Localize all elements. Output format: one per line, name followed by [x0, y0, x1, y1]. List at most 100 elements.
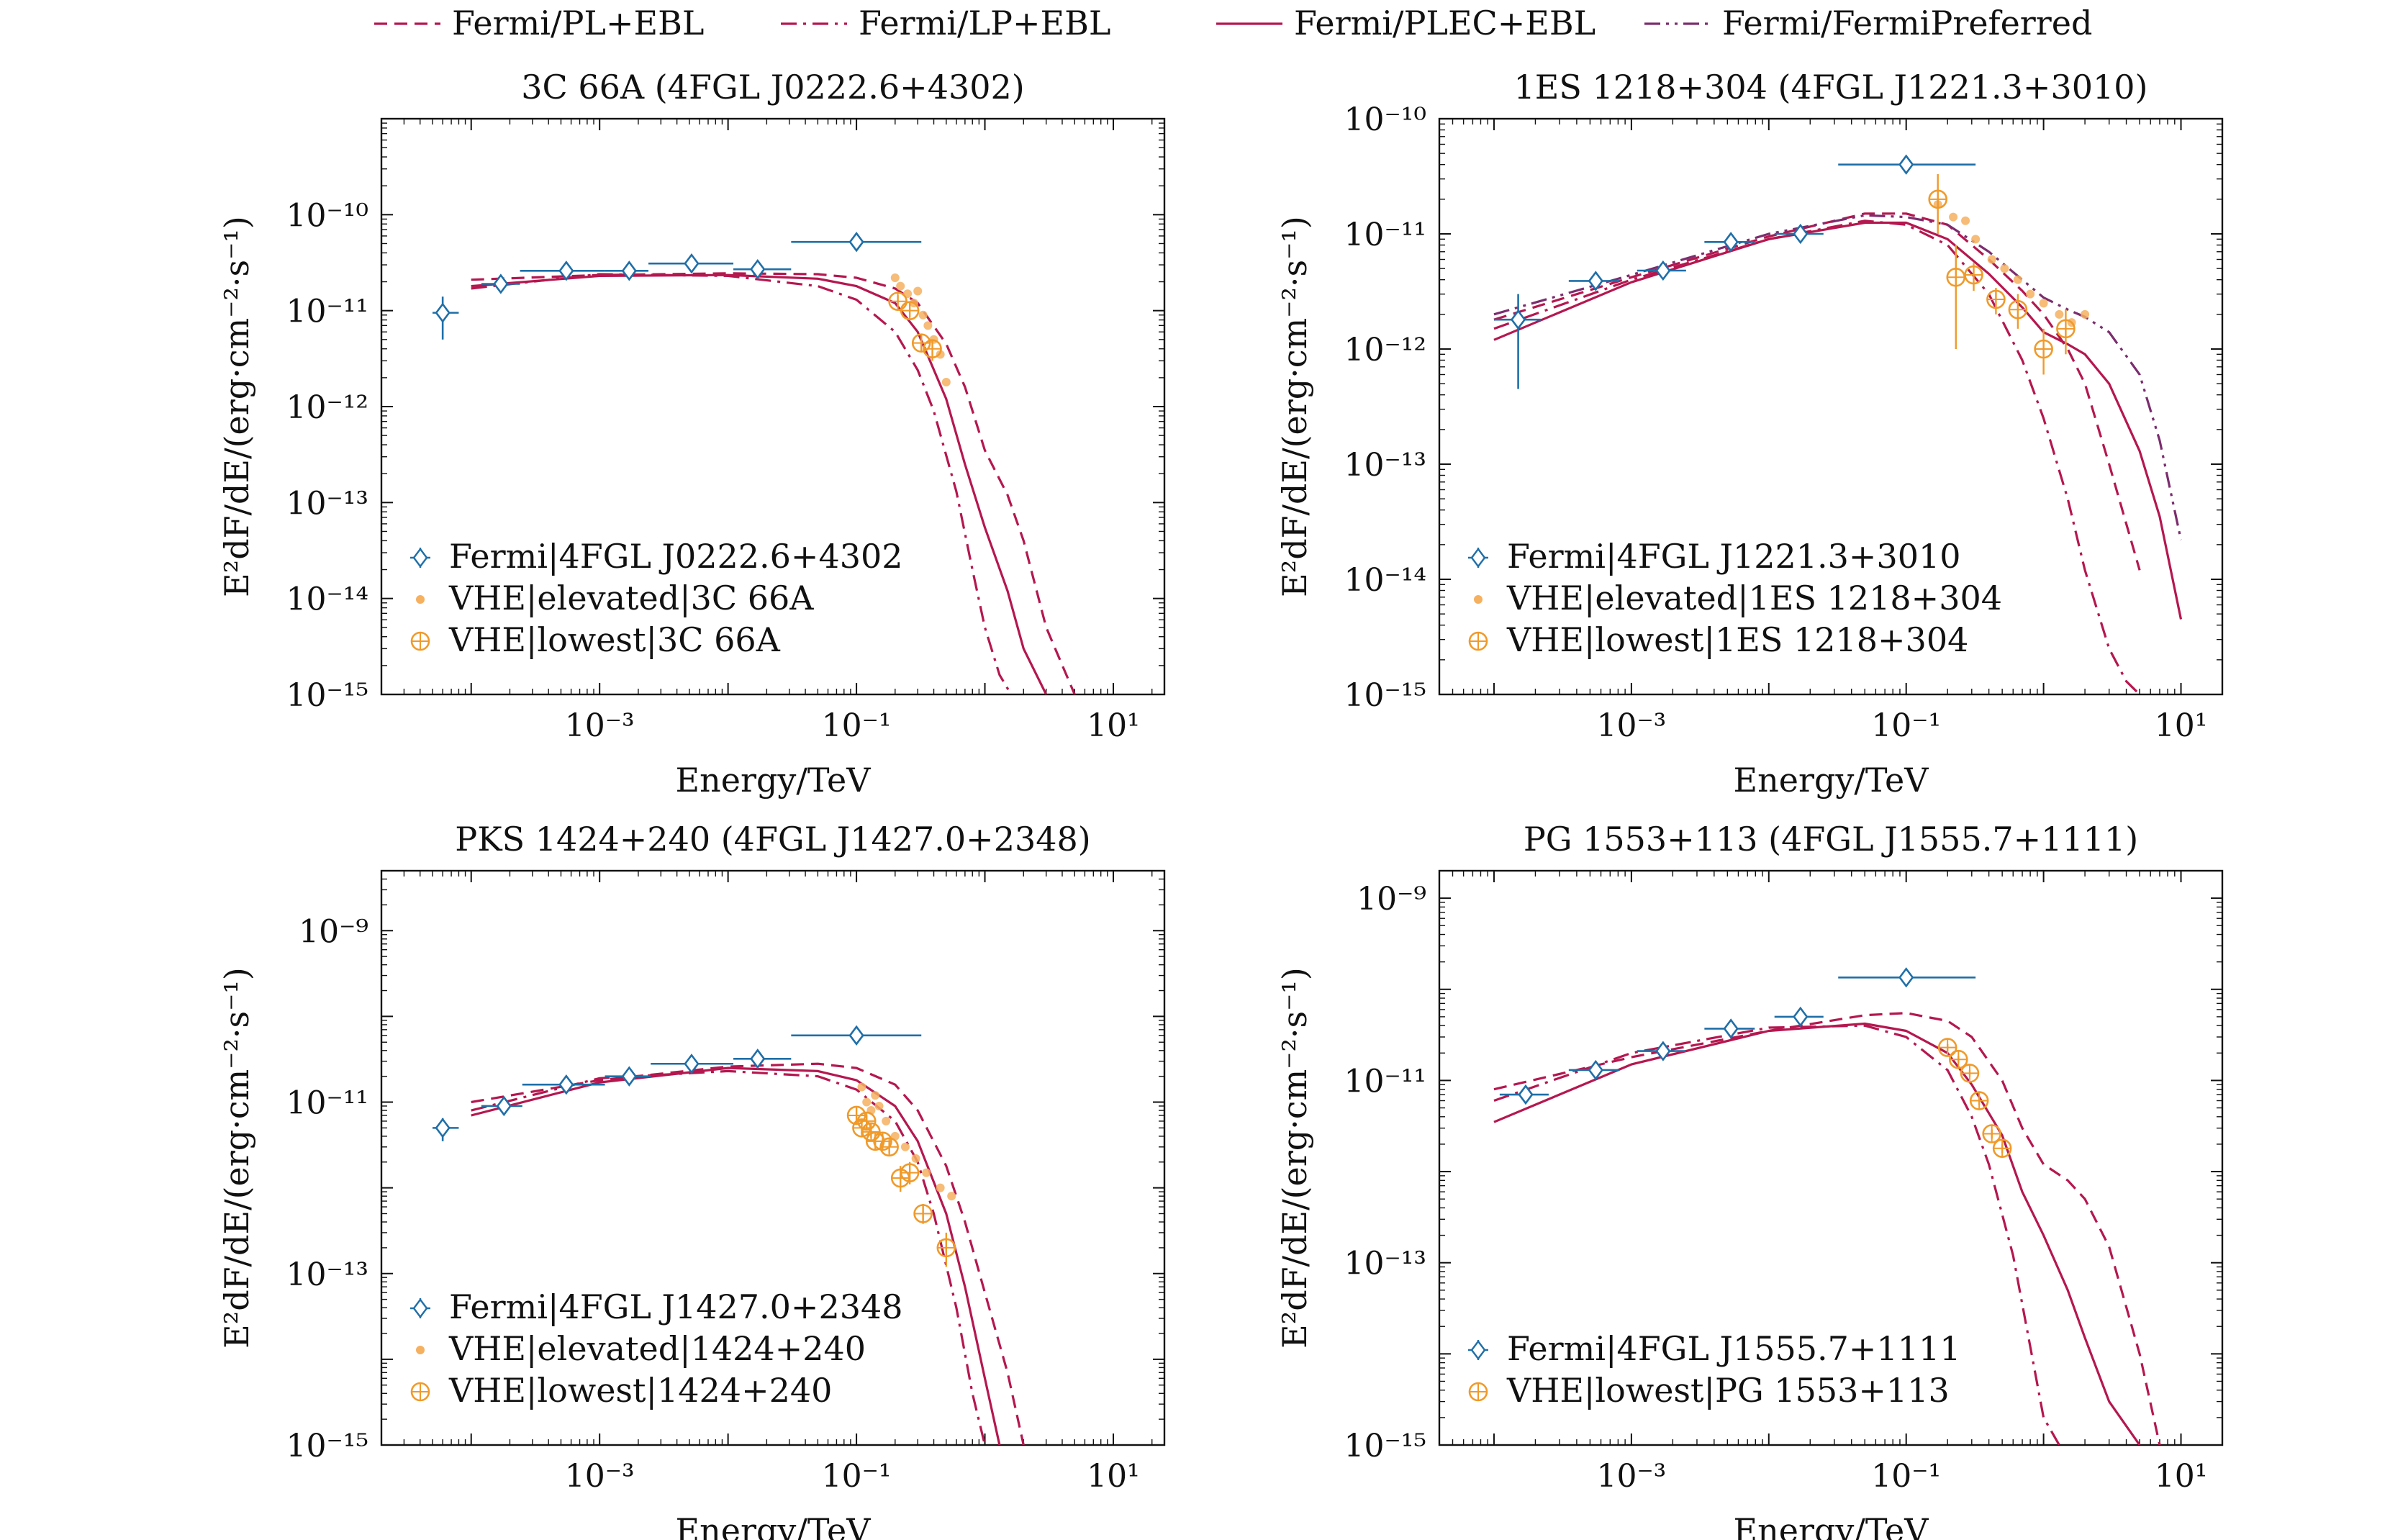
vhe-lowest-point: [879, 1137, 899, 1157]
x-tick-label: 10⁻¹: [1871, 1458, 1941, 1495]
legend-elevated-marker: [416, 595, 425, 604]
y-tick-label: 10⁻¹⁰: [1344, 101, 1427, 138]
fermi-marker: [493, 273, 509, 294]
y-tick-label: 10⁻¹³: [286, 1256, 369, 1293]
model-curve-plec: [471, 273, 1048, 694]
fermi-point: [1568, 1059, 1620, 1081]
plot-legend: Fermi|4FGL J1221.3+3010VHE|elevated|1ES …: [1468, 537, 2002, 659]
fermi-point: [605, 1066, 651, 1087]
y-tick-label: 10⁻¹⁵: [1344, 1428, 1427, 1464]
legend-label: VHE|elevated|1424+240: [448, 1329, 866, 1368]
x-tick-label: 10⁻¹: [822, 707, 892, 744]
legend-label: Fermi|4FGL J1427.0+2348: [449, 1287, 903, 1326]
fermi-marker: [1898, 967, 1914, 988]
plot-area: [433, 232, 1076, 694]
fermi-marker: [684, 1054, 700, 1074]
x-tick-label: 10¹: [2155, 707, 2208, 744]
vhe-lowest-point: [1946, 245, 1966, 349]
legend-entry: VHE|lowest|PG 1553+113: [1468, 1371, 1950, 1410]
x-tick-label: 10⁻³: [1596, 1458, 1666, 1495]
fermi-point: [433, 296, 459, 340]
fermi-point: [522, 1074, 605, 1095]
vhe-elevated-point: [918, 310, 928, 320]
fermi-marker: [1723, 1018, 1739, 1039]
fermi-marker: [435, 1118, 451, 1138]
vhe-lowest-point: [2034, 328, 2053, 375]
y-tick-label: 10⁻¹⁵: [286, 677, 369, 714]
fermi-marker: [1898, 154, 1914, 175]
fermi-point: [481, 1095, 522, 1117]
fermi-marker: [1588, 1059, 1603, 1081]
fermi-marker: [558, 261, 574, 281]
vhe-elevated-point: [923, 321, 933, 330]
y-tick-label: 10⁻¹⁴: [1344, 562, 1427, 599]
legend-fermi-marker: [412, 548, 428, 568]
y-tick-label: 10⁻⁹: [299, 913, 368, 950]
top-legend-entry: Fermi/PL+EBL: [374, 4, 704, 42]
vhe-elevated-point: [2013, 275, 2022, 284]
legend-entry: VHE|lowest|1ES 1218+304: [1468, 620, 1968, 659]
y-tick-label: 10⁻¹²: [286, 389, 369, 426]
vhe-elevated-point: [900, 1142, 910, 1151]
fermi-point: [1838, 967, 1976, 988]
vhe-lowest-point: [900, 301, 920, 320]
plot-frame: [380, 869, 1166, 1446]
vhe-elevated-point: [2026, 289, 2035, 299]
legend-label: Fermi|4FGL J0222.6+4302: [449, 537, 903, 576]
legend-label: Fermi|4FGL J1555.7+1111: [1507, 1329, 1961, 1368]
legend-entry: Fermi|4FGL J1427.0+2348: [410, 1287, 903, 1326]
model-curve-plec: [1493, 1022, 2141, 1445]
vhe-lowest-point: [1928, 174, 1948, 234]
vhe-elevated-point: [874, 1101, 884, 1110]
x-tick-label: 10¹: [1087, 1458, 1140, 1495]
plot-area: [1493, 967, 2161, 1445]
top-legend-label: Fermi/LP+EBL: [859, 4, 1110, 42]
legend-entry: VHE|elevated|1ES 1218+304: [1474, 579, 2002, 617]
fermi-marker: [1510, 309, 1526, 330]
legend-label: VHE|lowest|1ES 1218+304: [1506, 620, 1968, 659]
vhe-lowest-point: [1960, 1064, 1980, 1083]
vhe-elevated-point: [936, 350, 945, 359]
fermi-marker: [621, 261, 637, 281]
fermi-marker: [621, 1066, 637, 1087]
legend-label: VHE|elevated|1ES 1218+304: [1506, 579, 2002, 617]
plot-legend: Fermi|4FGL J1427.0+2348VHE|elevated|1424…: [410, 1287, 903, 1410]
vhe-lowest-point: [846, 1105, 866, 1125]
legend-label: VHE|lowest|PG 1553+113: [1506, 1371, 1950, 1410]
vhe-elevated-point: [1949, 212, 1958, 222]
y-tick-label: 10⁻¹¹: [1344, 217, 1427, 253]
model-curve-pl: [1493, 212, 2141, 571]
fermi-point: [1493, 294, 1542, 389]
legend-entry: Fermi|4FGL J1555.7+1111: [1468, 1329, 1961, 1368]
vhe-lowest-point: [900, 1161, 920, 1185]
fermi-point: [791, 1025, 922, 1046]
y-tick-label: 10⁻¹³: [1344, 1246, 1427, 1282]
model-curve-pl: [471, 272, 1076, 694]
y-tick-label: 10⁻¹⁴: [286, 581, 369, 618]
y-tick-label: 10⁻¹¹: [1344, 1063, 1427, 1100]
chart-panel-3: PKS 1424+240 (4FGL J1427.0+2348) 10⁻³ 10⁻¹…: [217, 820, 1166, 1540]
legend-entry: VHE|lowest|1424+240: [410, 1371, 832, 1410]
y-axis-label: E²dF/dE/(erg·cm⁻²·s⁻¹): [1275, 216, 1314, 597]
vhe-elevated-point: [857, 1082, 866, 1092]
legend-label: VHE|lowest|1424+240: [448, 1371, 832, 1410]
fermi-point: [1774, 223, 1824, 245]
vhe-lowest-point: [923, 339, 942, 361]
chart-panel-1: 3C 66A (4FGL J0222.6+4302) 10⁻³ 10⁻¹ 10¹ 10⁻…: [217, 68, 1166, 800]
vhe-elevated-point: [1971, 235, 1981, 244]
fermi-marker: [1723, 232, 1739, 253]
vhe-lowest-point: [1964, 263, 1983, 291]
fermi-point: [433, 1118, 459, 1141]
plot-frame: [1438, 869, 2224, 1446]
x-tick-label: 10⁻¹: [822, 1458, 892, 1495]
vhe-lowest-point: [1992, 1138, 2012, 1159]
legend-entry: VHE|elevated|1424+240: [416, 1329, 866, 1368]
fermi-point: [791, 232, 922, 253]
vhe-lowest-point: [913, 1203, 933, 1224]
fermi-point: [481, 273, 520, 294]
y-tick-label: 10⁻⁹: [1357, 881, 1426, 918]
top-legend-label: Fermi/PLEC+EBL: [1294, 4, 1595, 42]
